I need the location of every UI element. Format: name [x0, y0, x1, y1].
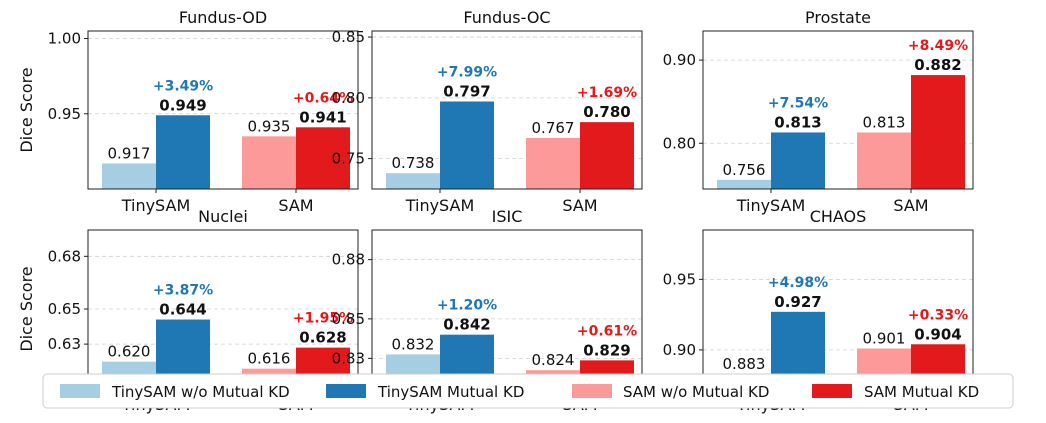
chaos-value-label: 0.901 — [863, 330, 906, 348]
fundus-oc-value-label: 0.738 — [392, 154, 435, 172]
nuclei-value-label: 0.616 — [248, 350, 291, 368]
fundus-oc-xtick-label: SAM — [562, 196, 597, 215]
chaos-value-label: 0.927 — [774, 293, 821, 311]
fundus-oc-xtick-label: TinySAM — [405, 196, 475, 215]
prostate-bar-sam-without-kd — [857, 132, 911, 189]
chaos-gain-label: +0.33% — [908, 307, 968, 323]
prostate-axes-frame — [702, 30, 974, 190]
prostate-xtick-label: TinySAM — [736, 196, 806, 215]
chaos-ytick-label: 0.95 — [663, 270, 696, 288]
fundus-od-title: Fundus-OD — [179, 8, 267, 27]
fundus-od-gain-label: +0.64% — [293, 90, 353, 106]
nuclei-title: Nuclei — [198, 207, 248, 226]
chaos-gain-label: +4.98% — [768, 275, 828, 291]
isic-ytick-label: 0.88 — [332, 251, 365, 269]
fundus-od-xtick-label: SAM — [278, 196, 313, 215]
fundus-oc-ytick-label: 0.80 — [332, 89, 365, 107]
nuclei-gain-label: +3.87% — [153, 283, 213, 299]
nuclei-value-label: 0.620 — [108, 343, 151, 361]
isic-gain-label: +0.61% — [577, 323, 637, 339]
legend-label: TinySAM Mutual KD — [377, 383, 524, 401]
fundus-od-value-label: 0.935 — [248, 117, 291, 135]
fundus-oc-value-label: 0.780 — [583, 103, 630, 121]
fundus-od-axes-frame — [87, 30, 359, 190]
fundus-oc-ytick-label: 0.85 — [332, 28, 365, 46]
nuclei-value-label: 0.644 — [159, 301, 206, 319]
legend-box — [42, 373, 1014, 409]
chaos-title: CHAOS — [810, 207, 867, 226]
isic-value-label: 0.824 — [532, 351, 575, 369]
prostate-value-label: 0.813 — [774, 113, 821, 131]
legend-swatch — [572, 384, 612, 398]
legend-swatch — [326, 384, 366, 398]
fundus-oc-bar-tinysam-mutual-kd — [440, 101, 494, 189]
prostate-gain-label: +7.54% — [768, 95, 828, 111]
legend-label: SAM w/o Mutual KD — [623, 383, 769, 401]
fundus-oc-bar-sam-mutual-kd — [580, 122, 634, 189]
fundus-oc-bar-tinysam-without-kd — [386, 173, 440, 189]
fundus-oc-gain-label: +1.69% — [577, 85, 637, 101]
fundus-oc-bar-sam-without-kd — [526, 137, 580, 189]
chaos-ytick-label: 0.90 — [663, 341, 696, 359]
isic-value-label: 0.832 — [392, 335, 435, 353]
fundus-od-value-label: 0.949 — [159, 96, 206, 114]
nuclei-ytick-label: 0.65 — [48, 300, 81, 318]
fundus-oc-axes-frame — [371, 30, 643, 190]
fundus-oc-value-label: 0.797 — [443, 82, 490, 100]
prostate-xtick-label: SAM — [893, 196, 928, 215]
isic-ytick-label: 0.83 — [332, 349, 365, 367]
prostate-bar-tinysam-without-kd — [717, 179, 771, 189]
fundus-od-gain-label: +3.49% — [153, 78, 213, 94]
prostate-gain-label: +8.49% — [908, 38, 968, 54]
fundus-od-ytick-label: 1.00 — [48, 30, 81, 48]
nuclei-ytick-label: 0.68 — [48, 247, 81, 265]
fundus-oc-value-label: 0.767 — [532, 119, 575, 137]
fundus-od-bar-sam-mutual-kd — [296, 127, 350, 189]
fundus-od-bar-tinysam-mutual-kd — [156, 115, 210, 189]
prostate-value-label: 0.813 — [863, 113, 906, 131]
fundus-oc-gain-label: +7.99% — [437, 64, 497, 80]
isic-ytick-label: 0.85 — [332, 310, 365, 328]
isic-value-label: 0.842 — [443, 316, 490, 334]
prostate-bar-tinysam-mutual-kd — [771, 132, 825, 189]
y-axis-label: Dice Score — [17, 266, 36, 351]
fundus-od-bar-sam-without-kd — [242, 136, 296, 189]
fundus-od-ytick-label: 0.95 — [48, 105, 81, 123]
fundus-oc-title: Fundus-OC — [463, 8, 550, 27]
fundus-od-xtick-label: TinySAM — [121, 196, 191, 215]
fundus-od-value-label: 0.941 — [299, 108, 346, 126]
prostate-title: Prostate — [805, 8, 871, 27]
nuclei-value-label: 0.628 — [299, 329, 346, 347]
y-axis-label: Dice Score — [17, 67, 36, 152]
legend-swatch — [812, 384, 852, 398]
prostate-value-label: 0.756 — [723, 161, 766, 179]
prostate-ytick-label: 0.90 — [663, 51, 696, 69]
nuclei-gain-label: +1.95% — [293, 311, 353, 327]
nuclei-ytick-label: 0.63 — [48, 335, 81, 353]
fundus-od-bar-tinysam-without-kd — [102, 163, 156, 189]
isic-title: ISIC — [492, 207, 523, 226]
fundus-od-value-label: 0.917 — [108, 144, 151, 162]
chaos-value-label: 0.883 — [723, 355, 766, 373]
prostate-bar-sam-mutual-kd — [911, 75, 965, 189]
isic-gain-label: +1.20% — [437, 298, 497, 314]
fundus-oc-ytick-label: 0.75 — [332, 150, 365, 168]
legend-label: SAM Mutual KD — [864, 383, 979, 401]
legend-swatch — [60, 384, 100, 398]
prostate-ytick-label: 0.80 — [663, 134, 696, 152]
prostate-value-label: 0.882 — [914, 56, 961, 74]
legend-label: TinySAM w/o Mutual KD — [111, 383, 290, 401]
chaos-value-label: 0.904 — [914, 325, 961, 343]
isic-value-label: 0.829 — [583, 341, 630, 359]
